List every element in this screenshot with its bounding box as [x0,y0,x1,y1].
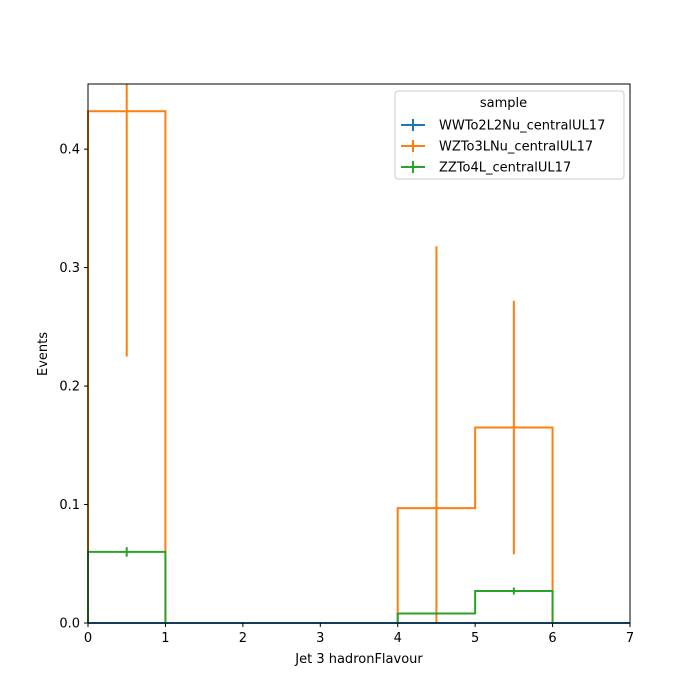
x-tick-label: 3 [316,631,324,646]
legend-entry-label: WZTo3LNu_centralUL17 [439,140,593,155]
histogram-step-line [87,550,630,624]
x-tick-label: 6 [548,631,556,646]
legend-title: sample [480,96,527,111]
x-tick-label: 4 [394,631,402,646]
x-tick-label: 0 [84,631,92,646]
x-tick-label: 2 [239,631,247,646]
y-tick-label: 0.2 [59,380,80,395]
y-tick-label: 0.1 [59,498,80,513]
legend: sample WWTo2L2Nu_centralUL17 WZTo3LNu_cent… [394,90,625,180]
plot-frame [87,83,631,624]
x-tick-label: 7 [626,631,634,646]
legend-entry-label: ZZTo4L_centralUL17 [439,161,571,176]
x-tick-label: 5 [471,631,479,646]
axes-layer: 0 1 2 3 4 5 6 7 0.0 0.1 0.2 0.3 0.4 [59,143,634,646]
legend-box [394,90,625,180]
series-ZZTo4L_centralUL17 [87,547,630,624]
y-tick-label: 0.0 [59,617,80,632]
histogram-step-line [87,110,630,624]
y-tick-label: 0.4 [59,143,80,158]
legend-entry-label: WWTo2L2Nu_centralUL17 [439,119,605,134]
x-axis-label: Jet 3 hadronFlavour [294,652,423,667]
y-axis-label: Events [36,332,51,376]
y-tick-label: 0.3 [59,261,80,276]
x-tick-label: 1 [161,631,169,646]
